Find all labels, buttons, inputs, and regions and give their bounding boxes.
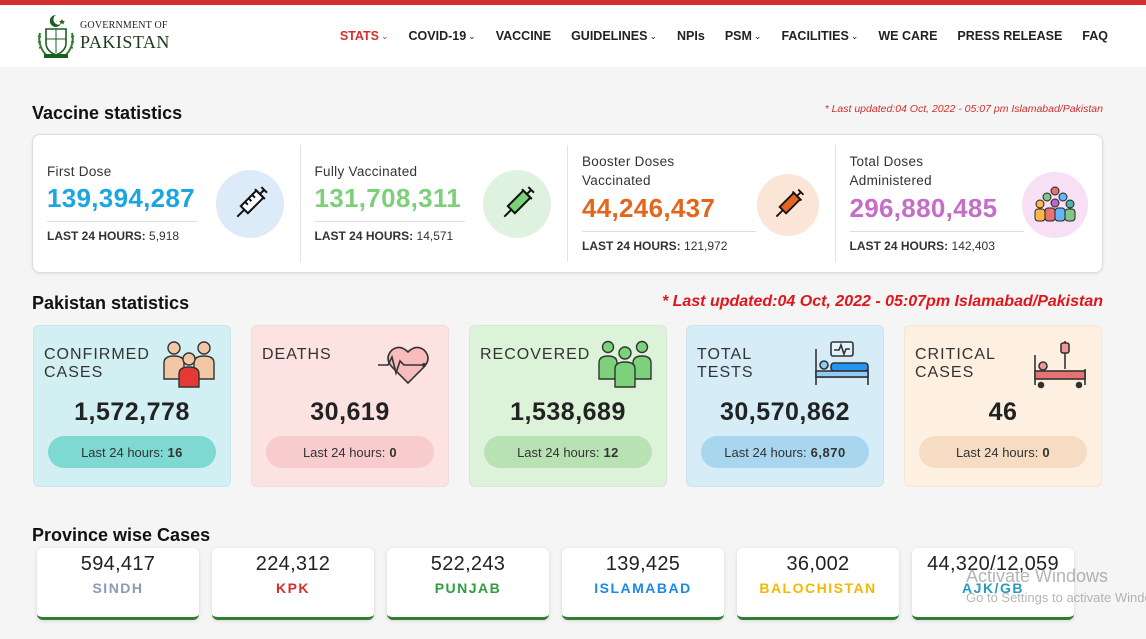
first-dose-value: 139,394,287 — [47, 183, 195, 213]
critical-cases-last24: Last 24 hours: 0 — [919, 436, 1087, 468]
province-card-islamabad[interactable]: 139,425 ISLAMABAD — [562, 548, 724, 620]
recovered-label: RECOVERED — [480, 346, 591, 363]
fully-vaccinated-card: Fully Vaccinated 131,708,311 LAST 24 HOU… — [301, 145, 568, 262]
nav-facilities[interactable]: FACILITIES ⌄ — [781, 29, 859, 43]
total-tests-label: TOTAL TESTS — [697, 346, 754, 381]
site-logo[interactable]: GOVERNMENT OF PAKISTAN — [36, 13, 170, 59]
first-dose-card: First Dose 139,394,287 LAST 24 HOURS: 5,… — [33, 145, 301, 262]
fully-vaccinated-label: Fully Vaccinated — [314, 164, 418, 179]
province-name: ISLAMABAD — [594, 580, 692, 596]
first-dose-last24: LAST 24 HOURS: 5,918 — [47, 229, 180, 243]
pakistan-section-title: Pakistan statistics — [32, 293, 190, 313]
logo-line-1: GOVERNMENT OF — [80, 20, 168, 31]
province-card-balochistan[interactable]: 36,002 BALOCHISTAN — [737, 548, 899, 620]
hospital-bed-icon — [815, 341, 869, 385]
critical-cases-card: CRITICAL CASES 46 Last 24 hours: 0 — [904, 325, 1102, 487]
critical-cases-value: 46 — [988, 398, 1018, 426]
chevron-down-icon: ⌄ — [468, 30, 476, 41]
people-green-icon — [598, 340, 652, 388]
nav-we-care[interactable]: WE CARE — [878, 29, 938, 43]
total-tests-card: TOTAL TESTS 30,570,862 Last 24 hours: 6,… — [686, 325, 884, 487]
total-doses-value: 296,880,485 — [849, 193, 998, 223]
deaths-label: DEATHS — [262, 346, 332, 363]
province-value: 594,417 — [80, 553, 156, 575]
state-emblem-icon — [37, 14, 75, 58]
chevron-down-icon: ⌄ — [649, 30, 658, 41]
deaths-last24: Last 24 hours: 0 — [266, 436, 434, 468]
heartbeat-icon — [378, 346, 429, 385]
fully-vaccinated-value: 131,708,311 — [314, 183, 461, 213]
deaths-card: DEATHS 30,619 Last 24 hours: 0 — [251, 325, 449, 487]
crowd-icon — [1022, 172, 1088, 238]
confirmed-cases-value: 1,572,778 — [74, 398, 190, 426]
province-section-title: Province wise Cases — [32, 525, 211, 545]
nav-psm[interactable]: PSM ⌄ — [724, 29, 762, 43]
vaccine-last-updated: * Last updated:04 Oct, 2022 - 05:07 pm I… — [824, 103, 1103, 115]
site-header: GOVERNMENT OF PAKISTAN STATS ⌄ COVID-19 ⌄ … — [0, 5, 1146, 67]
total-doses-last24: LAST 24 HOURS: 142,403 — [849, 239, 995, 253]
family-icon — [163, 341, 215, 388]
recovered-last24: Last 24 hours: 12 — [484, 436, 652, 468]
syringe-green-icon — [483, 170, 551, 238]
total-tests-last24: Last 24 hours: 6,870 — [701, 436, 869, 468]
total-tests-value: 30,570,862 — [719, 398, 851, 426]
icu-bed-icon — [1034, 341, 1086, 389]
confirmed-cases-last24: Last 24 hours: 16 — [48, 436, 216, 468]
chevron-down-icon: ⌄ — [380, 30, 389, 41]
vaccine-section-title: Vaccine statistics — [32, 103, 183, 123]
province-value: 139,425 — [605, 553, 681, 575]
nav-vaccine[interactable]: VACCINE — [495, 29, 552, 43]
booster-doses-value: 44,246,437 — [582, 193, 716, 223]
chevron-down-icon: ⌄ — [753, 30, 762, 41]
recovered-value: 1,538,689 — [510, 398, 626, 426]
nav-faq[interactable]: FAQ — [1082, 29, 1108, 43]
province-card-ajk-gb[interactable]: 44,320/12,059 AJK/GB — [912, 548, 1074, 620]
recovered-card: RECOVERED 1,538,689 Last 24 hours: 12 — [469, 325, 667, 487]
nav-guidelines[interactable]: GUIDELINES ⌄ — [571, 29, 658, 43]
total-doses-label: Total Doses Administered — [849, 154, 932, 188]
main-nav: STATS ⌄ COVID-19 ⌄ VACCINE GUIDELINES ⌄ NPI… — [340, 5, 1108, 67]
province-name: KPK — [275, 580, 311, 596]
booster-doses-last24: LAST 24 HOURS: 121,972 — [582, 239, 728, 253]
province-card-punjab[interactable]: 522,243 PUNJAB — [387, 548, 549, 620]
total-doses-card: Total Doses Administered 296,880,485 LAS… — [836, 145, 1103, 262]
province-card-kpk[interactable]: 224,312 KPK — [212, 548, 374, 620]
province-card-sindh[interactable]: 594,417 SINDH — [37, 548, 199, 620]
booster-doses-label: Booster Doses Vaccinated — [582, 154, 675, 188]
confirmed-cases-label: CONFIRMED CASES — [44, 346, 150, 381]
deaths-value: 30,619 — [310, 398, 390, 426]
booster-doses-card: Booster Doses Vaccinated 44,246,437 LAST… — [568, 145, 836, 262]
province-value: 44,320/12,059 — [927, 553, 1059, 575]
syringe-orange-icon — [756, 174, 819, 236]
pakistan-last-updated: * Last updated:04 Oct, 2022 - 05:07pm Is… — [661, 293, 1103, 310]
first-dose-label: First Dose — [47, 164, 112, 179]
province-value: 522,243 — [430, 553, 506, 575]
nav-press-release[interactable]: PRESS RELEASE — [957, 29, 1063, 43]
critical-cases-label: CRITICAL CASES — [915, 346, 996, 381]
province-name: BALOCHISTAN — [759, 580, 877, 596]
chevron-down-icon: ⌄ — [850, 30, 859, 41]
vaccine-stats-panel: First Dose 139,394,287 LAST 24 HOURS: 5,… — [32, 134, 1103, 273]
province-name: PUNJAB — [434, 580, 502, 596]
confirmed-cases-card: CONFIRMED CASES 1,572,778 Last 24 hours:… — [33, 325, 231, 487]
logo-line-2: PAKISTAN — [80, 32, 170, 52]
province-value: 36,002 — [786, 553, 850, 575]
nav-covid-19[interactable]: COVID-19 ⌄ — [408, 29, 476, 43]
top-accent-bar — [0, 0, 1146, 5]
nav-stats[interactable]: STATS ⌄ — [339, 29, 389, 43]
province-name: AJK/GB — [962, 580, 1024, 596]
province-value: 224,312 — [255, 553, 331, 575]
fully-vaccinated-last24: LAST 24 HOURS: 14,571 — [314, 229, 454, 243]
syringe-icon — [215, 170, 284, 238]
province-name: SINDH — [92, 580, 144, 596]
nav-npis[interactable]: NPIs — [677, 29, 705, 43]
